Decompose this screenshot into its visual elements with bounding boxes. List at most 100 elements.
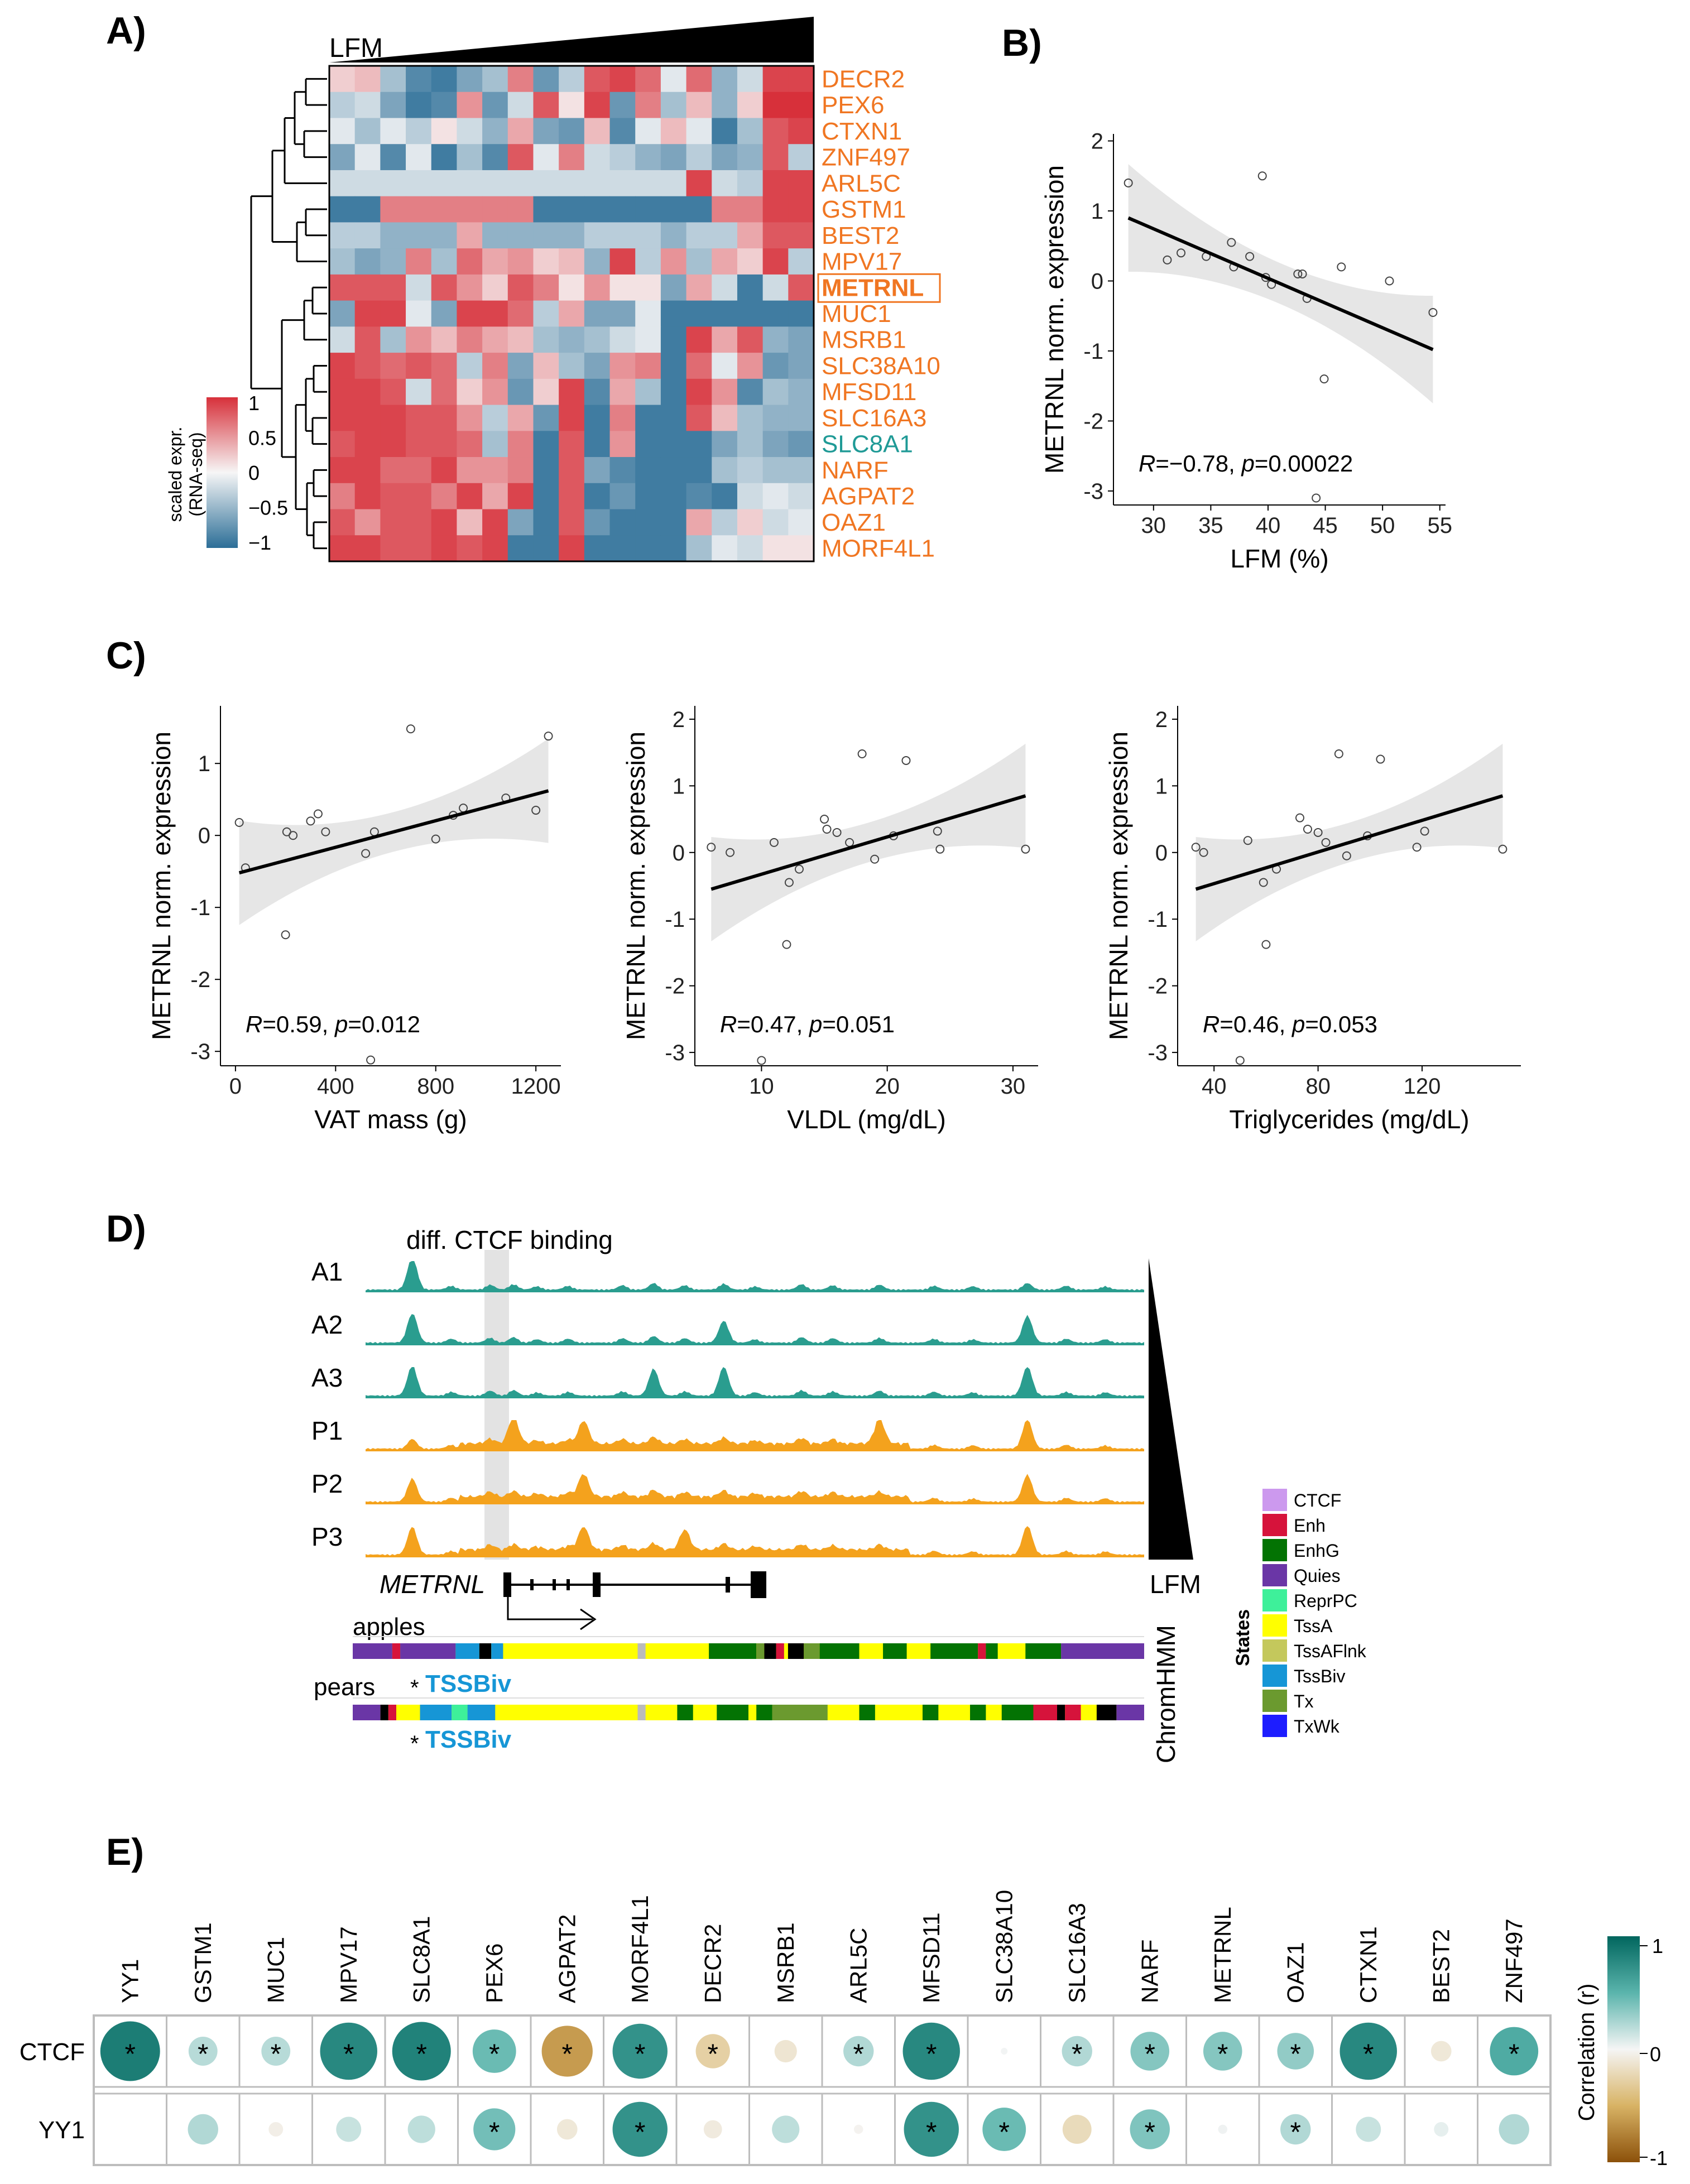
- heatmap-cell: [762, 196, 789, 223]
- heatmap-cell: [329, 66, 356, 93]
- heatmap-cell: [660, 353, 687, 379]
- heatmap-cell: [559, 326, 585, 353]
- heatmap-cell: [609, 66, 636, 93]
- heatmap-cell: [609, 326, 636, 353]
- y-axis-title: METRNL norm. expression: [621, 732, 650, 1040]
- column-header: NARF: [1136, 1940, 1163, 2003]
- heatmap-cell: [354, 535, 381, 562]
- heatmap-cell: [737, 274, 764, 301]
- correlation-dot: [772, 2115, 800, 2143]
- correlation-dot: [1490, 2027, 1539, 2076]
- heatmap-cell: [507, 222, 534, 249]
- annotation-r-label: R: [720, 1011, 737, 1037]
- heatmap-cell: [406, 378, 432, 406]
- heatmap-cell: [788, 196, 814, 223]
- legend-title-line-2: (RNA-seq): [186, 432, 206, 516]
- heatmap-cell: [354, 196, 381, 223]
- data-point: [1259, 878, 1268, 887]
- heatmap-cell: [609, 196, 636, 223]
- legend-tick-label: 0.5: [248, 427, 276, 450]
- heatmap-cell: [788, 248, 814, 275]
- heatmap-cell: [584, 431, 611, 458]
- heatmap-cell: [380, 66, 406, 93]
- state-swatch: [1262, 1489, 1287, 1511]
- heatmap-cell: [380, 196, 406, 223]
- data-point: [1227, 238, 1236, 247]
- gene-label: ARL5C: [822, 170, 901, 197]
- heatmap-cell: [712, 222, 738, 249]
- panel-e-label: E): [106, 1831, 144, 1873]
- x-tick-label: 120: [1404, 1074, 1441, 1099]
- heatmap-cell: [354, 405, 381, 431]
- heatmap-cell: [788, 457, 814, 484]
- heatmap-cell: [533, 353, 559, 379]
- column-header: AGPAT2: [554, 1914, 580, 2004]
- correlation-dot: [473, 2108, 516, 2151]
- heatmap-cell: [762, 300, 789, 327]
- heatmap-cell: [584, 196, 611, 223]
- regression-line: [238, 789, 549, 875]
- heatmap-cell: [507, 405, 534, 431]
- y-axis-title: METRNL norm. expression: [147, 732, 176, 1040]
- significance-star: *: [1145, 2038, 1155, 2070]
- heatmap-cell: [635, 144, 661, 171]
- heatmap-cell: [788, 431, 814, 458]
- column-header: ARL5C: [845, 1928, 871, 2003]
- data-point: [794, 864, 804, 874]
- gene-label: MSRB1: [822, 326, 906, 354]
- gene-exon: [751, 1571, 766, 1598]
- chromhmm-segment: [883, 1643, 907, 1659]
- heatmap-cell: [584, 509, 611, 536]
- correlation-dot: [1062, 2036, 1092, 2067]
- data-point: [1243, 836, 1252, 845]
- states-legend: States CTCF Enh EnhG Quies ReprPC TssA TssAFln…: [1232, 1489, 1367, 1737]
- heatmap-cell: [431, 196, 458, 223]
- heatmap-cell: [635, 92, 661, 119]
- data-point: [1191, 843, 1201, 852]
- heatmap-cell: [712, 457, 738, 484]
- significance-star: *: [635, 2038, 645, 2070]
- heatmap-cell: [712, 509, 738, 536]
- state-swatch: [1262, 1539, 1287, 1561]
- heatmap-cell: [609, 535, 636, 562]
- significance-star: *: [489, 2116, 500, 2148]
- expression-heatmap: [328, 65, 815, 562]
- y-tick-label: 1: [673, 774, 685, 798]
- legend-color-bar: [207, 397, 238, 548]
- data-point: [935, 844, 945, 854]
- data-point: [857, 749, 867, 758]
- heatmap-cell: [762, 353, 789, 379]
- heatmap-cell: [712, 431, 738, 458]
- y-tick-label: 0: [198, 824, 210, 848]
- data-point: [769, 838, 779, 847]
- data-point: [531, 806, 541, 815]
- significance-star: *: [708, 2038, 718, 2070]
- significance-star: *: [1290, 2116, 1301, 2148]
- correlation-dot: [1130, 2109, 1170, 2149]
- column-header: MORF4L1: [627, 1895, 653, 2003]
- chromhmm-segment: [756, 1705, 772, 1720]
- y-tick-label: -3: [1148, 1041, 1168, 1065]
- heatmap-cell: [507, 378, 534, 406]
- heatmap-cell: [559, 92, 585, 119]
- column-header: METRNL: [1209, 1907, 1236, 2003]
- correlation-dot: [902, 2022, 960, 2080]
- heatmap-cell: [406, 118, 432, 145]
- heatmap-cell: [584, 405, 611, 431]
- scaled-expression-legend: scaled expr. (RNA-seq) 1 0.5 0 −0.5 −1: [165, 392, 288, 554]
- correlation-dot: [188, 2037, 218, 2066]
- heatmap-cell: [584, 378, 611, 406]
- heatmap-cell: [584, 222, 611, 249]
- data-point: [726, 848, 735, 857]
- heatmap-cell: [406, 405, 432, 431]
- significance-star: *: [343, 2038, 354, 2070]
- heatmap-cell: [507, 326, 534, 353]
- heatmap-cell: [737, 118, 764, 145]
- heatmap-cell: [584, 118, 611, 145]
- significance-star: *: [562, 2038, 573, 2070]
- gene-label: GSTM1: [822, 196, 906, 223]
- panel-d-lfm-label: LFM: [1150, 1570, 1201, 1599]
- data-point: [1124, 178, 1133, 187]
- heatmap-cell: [457, 509, 483, 536]
- heatmap-cell: [660, 196, 687, 223]
